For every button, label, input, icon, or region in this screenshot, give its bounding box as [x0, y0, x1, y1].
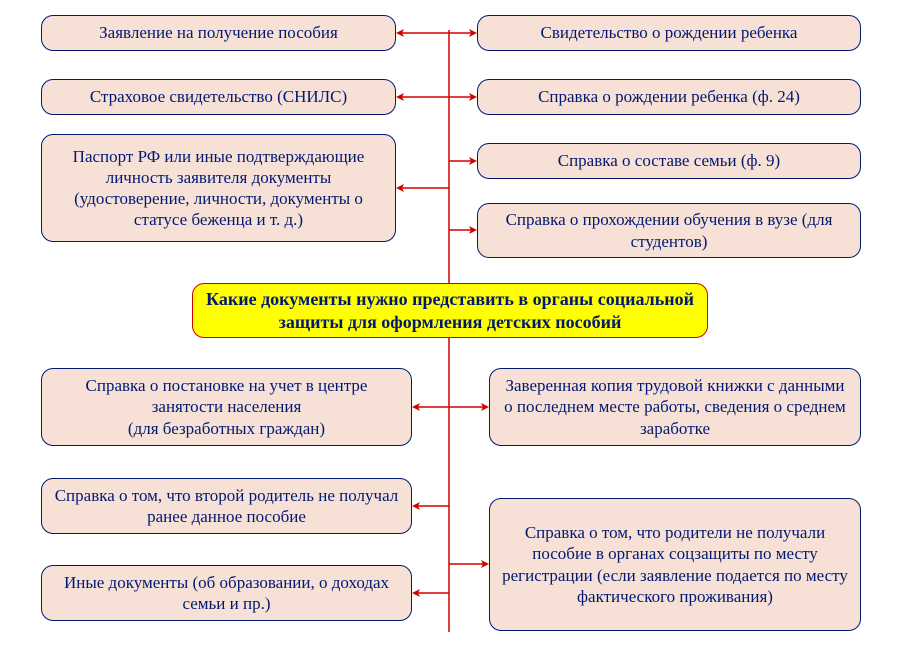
- leaf-node-ll3: Иные документы (об образовании, о дохода…: [41, 565, 412, 621]
- leaf-label: Справка о составе семьи (ф. 9): [558, 150, 780, 171]
- leaf-label: Справка о постановке на учет в центре за…: [52, 375, 401, 439]
- leaf-node-ur4: Справка о прохождении обучения в вузе (д…: [477, 203, 861, 258]
- leaf-node-ur2: Справка о рождении ребенка (ф. 24): [477, 79, 861, 115]
- leaf-node-ul3: Паспорт РФ или иные подтверждающие лично…: [41, 134, 396, 242]
- leaf-label: Страховое свидетельство (СНИЛС): [90, 86, 347, 107]
- leaf-label: Справка о прохождении обучения в вузе (д…: [488, 209, 850, 252]
- leaf-node-ll2: Справка о том, что второй родитель не по…: [41, 478, 412, 534]
- diagram-canvas: Какие документы нужно представить в орга…: [0, 0, 900, 662]
- leaf-node-lr1: Заверенная копия трудовой книжки с данны…: [489, 368, 861, 446]
- leaf-label: Справка о рождении ребенка (ф. 24): [538, 86, 800, 107]
- leaf-label: Иные документы (об образовании, о дохода…: [52, 572, 401, 615]
- leaf-label: Паспорт РФ или иные подтверждающие лично…: [52, 146, 385, 231]
- center-node: Какие документы нужно представить в орга…: [192, 283, 708, 338]
- leaf-node-ur3: Справка о составе семьи (ф. 9): [477, 143, 861, 179]
- leaf-node-ur1: Свидетельство о рождении ребенка: [477, 15, 861, 51]
- center-label: Какие документы нужно представить в орга…: [203, 288, 697, 333]
- leaf-node-ul2: Страховое свидетельство (СНИЛС): [41, 79, 396, 115]
- leaf-node-ll1: Справка о постановке на учет в центре за…: [41, 368, 412, 446]
- leaf-label: Заверенная копия трудовой книжки с данны…: [500, 375, 850, 439]
- leaf-label: Справка о том, что второй родитель не по…: [52, 485, 401, 528]
- leaf-node-ul1: Заявление на получение пособия: [41, 15, 396, 51]
- leaf-label: Справка о том, что родители не получали …: [500, 522, 850, 607]
- leaf-node-lr2: Справка о том, что родители не получали …: [489, 498, 861, 631]
- leaf-label: Заявление на получение пособия: [99, 22, 338, 43]
- leaf-label: Свидетельство о рождении ребенка: [541, 22, 798, 43]
